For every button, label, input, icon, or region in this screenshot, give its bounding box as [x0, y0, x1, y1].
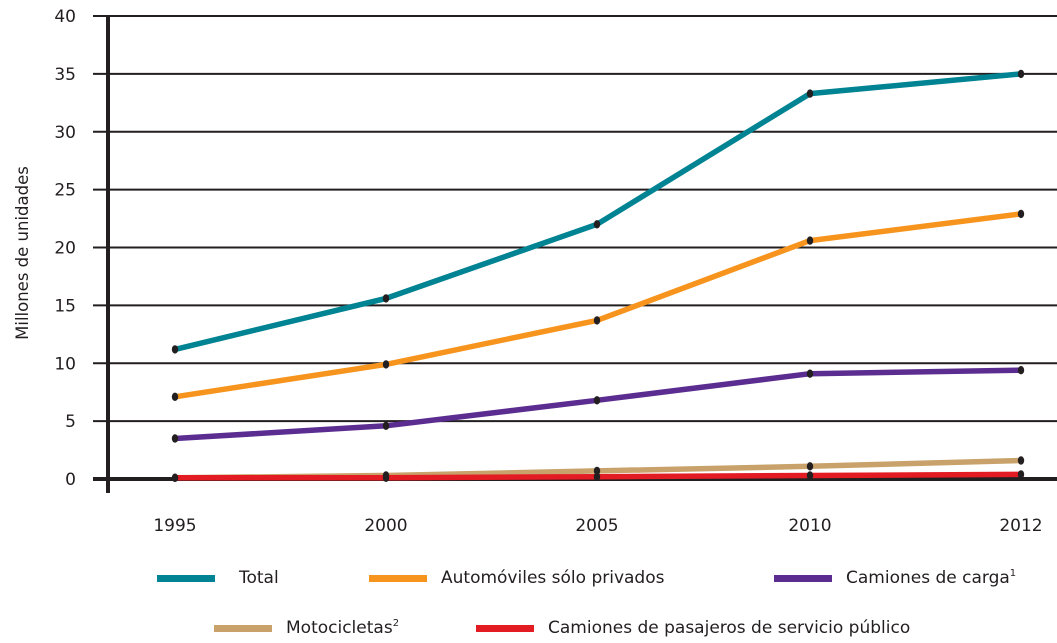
data-point-camiones-de-carga-2012: [1018, 366, 1024, 374]
series-lines: [175, 74, 1021, 478]
x-tick-label-2010: 2010: [788, 516, 831, 536]
data-point-camiones-de-carga-2005: [594, 396, 600, 404]
x-tick-label-1995: 1995: [153, 516, 196, 536]
y-tick-label-40: 40: [54, 7, 76, 27]
data-point-total-2012: [1018, 70, 1024, 78]
data-point-camiones-de-carga-2000: [383, 422, 389, 430]
y-tick-label-35: 35: [54, 65, 76, 85]
data-point-total-2005: [594, 220, 600, 228]
data-point-automoviles-solo-privados-2005: [594, 316, 600, 324]
y-tick-label-0: 0: [65, 470, 76, 490]
x-tick-label-2012: 2012: [999, 516, 1042, 536]
data-point-automoviles-solo-privados-2010: [807, 236, 813, 244]
x-tick-labels: 1995 2000 2005 2010 2012: [153, 516, 1042, 536]
data-point-total-2010: [807, 89, 813, 97]
x-tick-label-2005: 2005: [575, 516, 618, 536]
y-tick-label-10: 10: [54, 354, 76, 374]
data-point-camiones-de-pasajeros-de-servicio-publico-2012: [1018, 470, 1024, 478]
data-point-camiones-de-pasajeros-de-servicio-publico-2010: [807, 471, 813, 479]
data-point-total-2000: [383, 294, 389, 302]
data-point-motocicletas-2012: [1018, 456, 1024, 464]
data-point-camiones-de-pasajeros-de-servicio-publico-2005: [594, 473, 600, 481]
y-tick-labels: 0 5 10 15 20 25 30 35 40: [54, 7, 76, 490]
data-point-camiones-de-carga-2010: [807, 370, 813, 378]
data-point-camiones-de-carga-1995: [172, 434, 178, 442]
data-point-camiones-de-pasajeros-de-servicio-publico-1995: [172, 474, 178, 482]
series-line-camiones-de-carga: [175, 370, 1021, 438]
x-tick-label-2000: 2000: [364, 516, 407, 536]
y-tick-label-25: 25: [54, 181, 76, 201]
data-point-camiones-de-pasajeros-de-servicio-publico-2000: [383, 474, 389, 482]
series-line-total: [175, 74, 1021, 350]
data-point-motocicletas-2010: [807, 462, 813, 470]
y-tick-label-5: 5: [65, 412, 76, 432]
grid: [93, 16, 1057, 421]
y-tick-label-30: 30: [54, 123, 76, 143]
y-tick-label-20: 20: [54, 239, 76, 259]
y-axis-label: Millones de unidades: [13, 166, 32, 340]
data-point-automoviles-solo-privados-2012: [1018, 210, 1024, 218]
data-point-total-1995: [172, 345, 178, 353]
data-point-automoviles-solo-privados-1995: [172, 393, 178, 401]
y-tick-label-15: 15: [54, 296, 76, 316]
data-point-automoviles-solo-privados-2000: [383, 360, 389, 368]
